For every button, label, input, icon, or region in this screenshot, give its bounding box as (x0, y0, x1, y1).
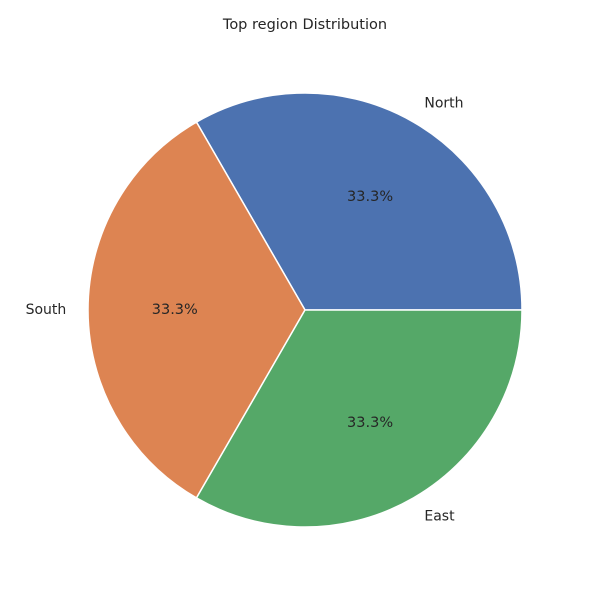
category-labels: North South East (26, 95, 464, 524)
percent-label-east: 33.3% (347, 415, 393, 431)
chart-title: Top region Distribution (222, 17, 387, 33)
pie-slice-north (195, 92, 523, 311)
pie-slice-east (195, 309, 523, 528)
percent-labels: 33.3% 33.3% 33.3% (152, 189, 393, 431)
pie-slices (87, 92, 523, 528)
category-label-south: South (26, 302, 67, 318)
category-label-north: North (424, 95, 463, 111)
category-label-east: East (424, 509, 455, 525)
percent-label-south: 33.3% (152, 302, 198, 318)
percent-label-north: 33.3% (347, 189, 393, 205)
